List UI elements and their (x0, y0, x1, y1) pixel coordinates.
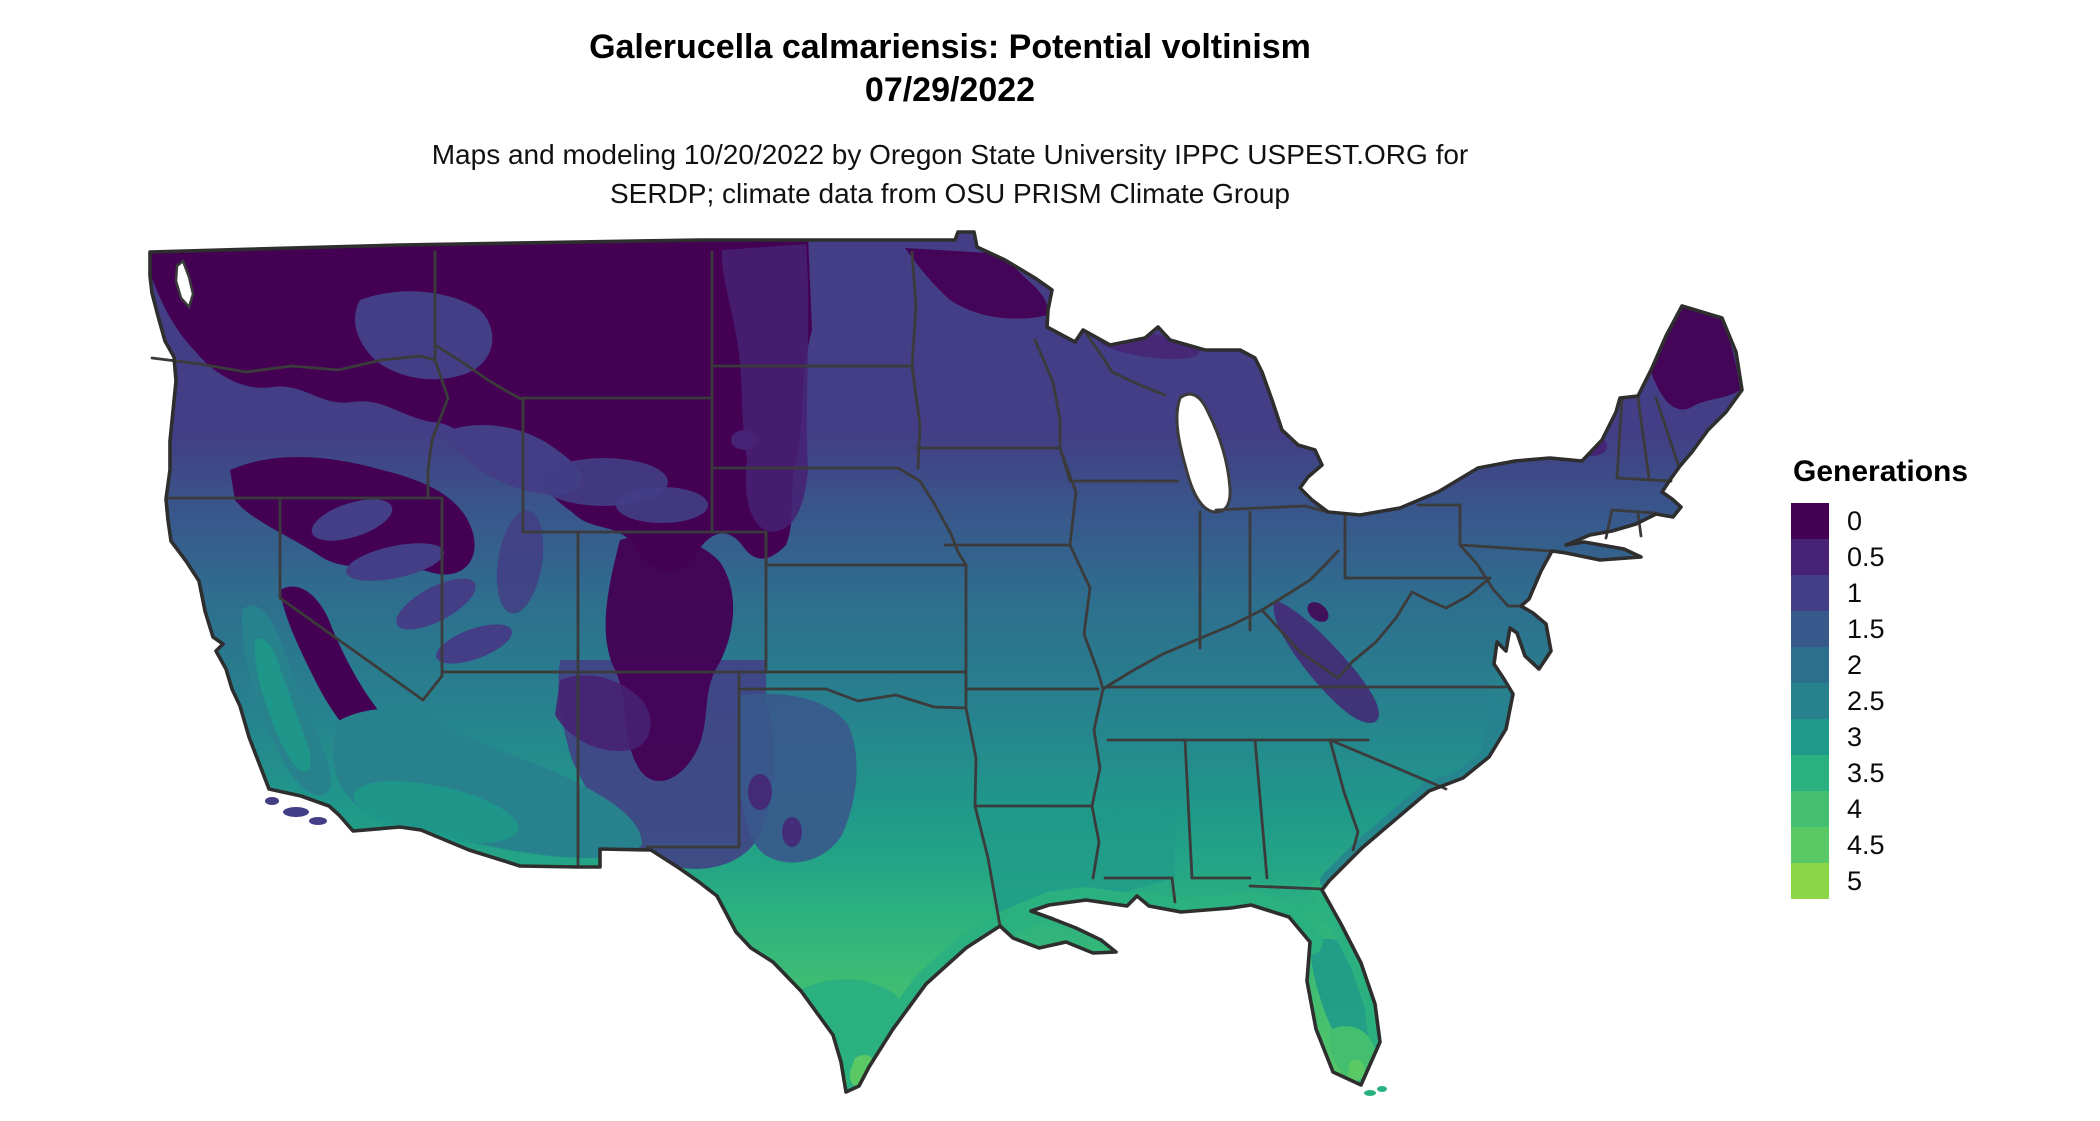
legend-item: 1 (1791, 575, 2091, 611)
legend-swatch (1791, 827, 1829, 863)
title-block: Galerucella calmariensis: Potential volt… (0, 26, 1900, 111)
legend-label: 4.5 (1847, 829, 1885, 860)
legend-item: 3.5 (1791, 755, 2091, 791)
subtitle-line-2: SERDP; climate data from OSU PRISM Clima… (610, 177, 1290, 209)
legend-label: 5 (1847, 865, 1863, 896)
legend-label: 2.5 (1847, 685, 1885, 716)
raster-layer (150, 232, 1742, 1092)
page-title: Galerucella calmariensis: Potential volt… (589, 28, 1311, 66)
legend-swatch (1791, 611, 1829, 647)
subtitle-line-1: Maps and modeling 10/20/2022 by Oregon S… (431, 139, 1469, 170)
legend-item: 3 (1791, 719, 2091, 755)
legend-swatch (1791, 755, 1829, 791)
legend-label: 0.5 (1847, 541, 1885, 572)
legend-swatch (1791, 539, 1829, 575)
us-coastline (148, 230, 1744, 1094)
legend-item: 4.5 (1791, 827, 2091, 863)
lake-michigan (1175, 392, 1232, 514)
legend-swatch (1791, 791, 1829, 827)
legend-label: 3 (1847, 721, 1863, 752)
legend-label: 1 (1847, 577, 1863, 608)
legend-label: 0 (1847, 505, 1863, 536)
legend-title: Generations (1793, 455, 1969, 488)
legend-item: 2 (1791, 647, 2091, 683)
legend: Generations 0 0.5 1 1.5 2 2.5 3 3.5 4 4.5 5 (1791, 455, 2091, 899)
state-borders (150, 250, 1681, 928)
legend-swatch (1791, 683, 1829, 719)
legend-swatch (1791, 719, 1829, 755)
puget-sound (174, 258, 195, 310)
legend-item: 0.5 (1791, 539, 2091, 575)
map-subtitle: Maps and modeling 10/20/2022 by Oregon S… (0, 136, 1900, 213)
legend-swatch (1791, 647, 1829, 683)
legend-label: 4 (1847, 793, 1863, 824)
legend-label: 2 (1847, 649, 1863, 680)
legend-swatch (1791, 575, 1829, 611)
legend-item: 2.5 (1791, 683, 2091, 719)
legend-item: 0 (1791, 503, 2091, 539)
legend-item: 1.5 (1791, 611, 2091, 647)
legend-swatch (1791, 503, 1829, 539)
legend-item: 4 (1791, 791, 2091, 827)
legend-item: 5 (1791, 863, 2091, 899)
islands (265, 797, 1387, 1096)
legend-swatch (1791, 863, 1829, 899)
legend-rows: 0 0.5 1 1.5 2 2.5 3 3.5 4 4.5 5 (1791, 503, 2091, 899)
legend-label: 3.5 (1847, 757, 1885, 788)
map-date: 07/29/2022 (864, 70, 1036, 109)
legend-label: 1.5 (1847, 613, 1885, 644)
